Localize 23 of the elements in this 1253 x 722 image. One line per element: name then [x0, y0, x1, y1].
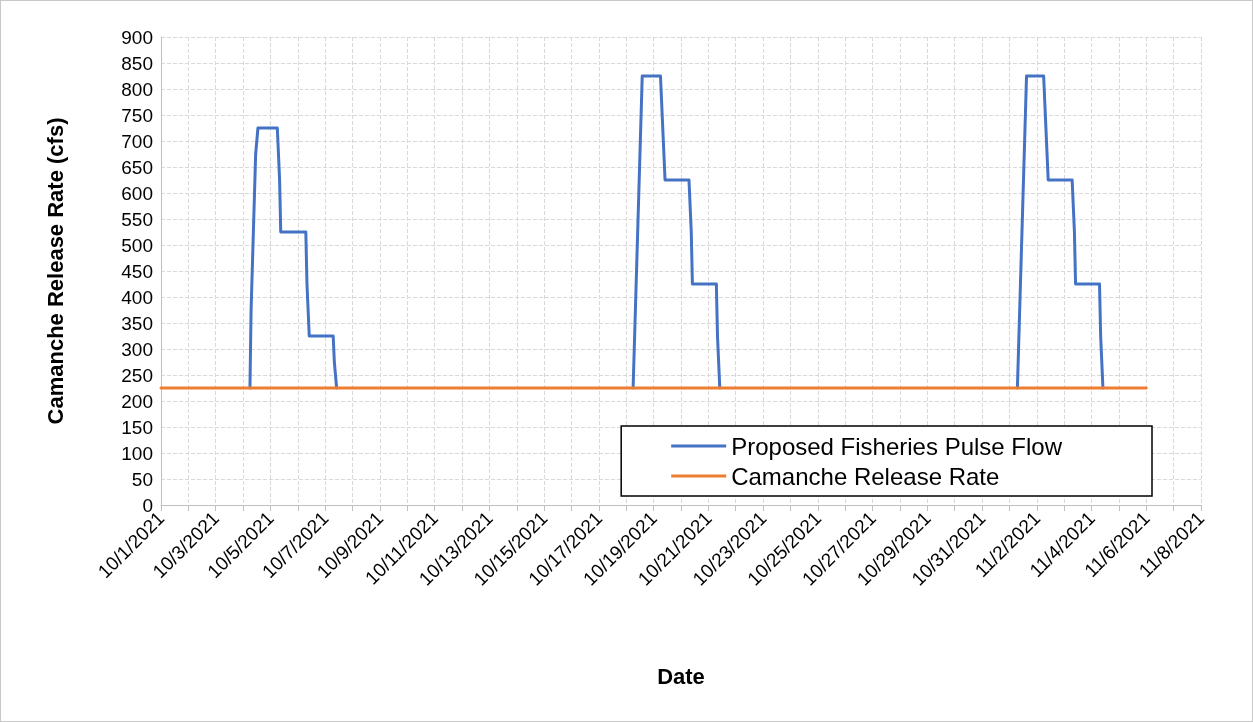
y-tick-label: 400	[121, 286, 153, 308]
y-tick-label: 100	[121, 442, 153, 464]
y-tick-label: 350	[121, 312, 153, 334]
y-tick-label: 250	[121, 364, 153, 386]
y-tick-label: 300	[121, 338, 153, 360]
y-axis-title: Camanche Release Rate (cfs)	[42, 117, 68, 425]
y-tick-label: 900	[121, 26, 153, 48]
y-tick-label: 700	[121, 130, 153, 152]
y-tick-label: 800	[121, 78, 153, 100]
legend-label: Proposed Fisheries Pulse Flow	[731, 432, 1063, 460]
y-tick-label: 200	[121, 390, 153, 412]
y-tick-label: 500	[121, 234, 153, 256]
y-tick-label: 50	[131, 468, 153, 490]
y-tick-label: 650	[121, 156, 153, 178]
y-tick-label: 750	[121, 104, 153, 126]
y-tick-label: 0	[142, 494, 153, 516]
y-tick-label: 850	[121, 52, 153, 74]
y-tick-label: 450	[121, 260, 153, 282]
x-axis-title: Date	[657, 663, 705, 689]
legend-label: Camanche Release Rate	[731, 462, 1000, 490]
y-tick-label: 550	[121, 208, 153, 230]
y-tick-label: 150	[121, 416, 153, 438]
y-tick-label: 600	[121, 182, 153, 204]
